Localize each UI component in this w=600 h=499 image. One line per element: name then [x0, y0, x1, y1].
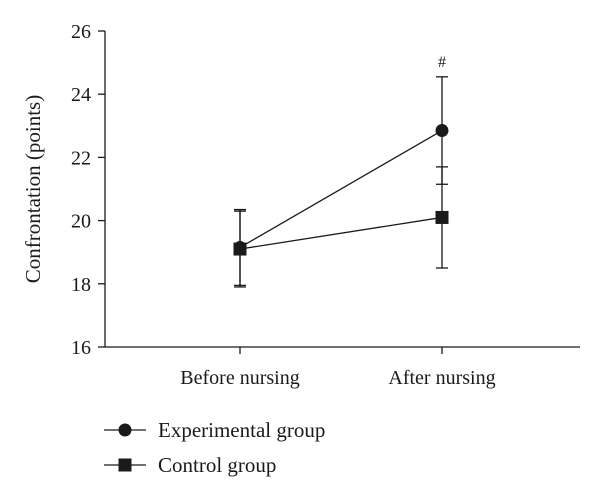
y-tick-label: 18 — [71, 274, 91, 296]
y-tick-label: 24 — [71, 84, 91, 106]
legend-item-experimental-group: Experimental group — [104, 418, 325, 442]
experimental-group-point — [435, 124, 449, 138]
control-group-point — [233, 242, 247, 256]
chart-axes — [104, 31, 580, 348]
plot-area: # — [233, 54, 449, 288]
significance-annotation: # — [438, 54, 446, 71]
legend-item-control-group: Control group — [104, 453, 276, 477]
control-group-line — [239, 216, 443, 250]
y-tick-label: 20 — [71, 211, 91, 233]
legend-label: Experimental group — [158, 418, 325, 442]
legend: Experimental group Control group — [104, 418, 325, 477]
legend-marker — [118, 458, 132, 472]
x-tick-label: Before nursing — [180, 367, 299, 389]
x-ticks: Before nursing After nursing — [180, 347, 496, 389]
experimental-group-line — [239, 129, 443, 249]
y-tick-label: 22 — [71, 147, 91, 169]
x-tick-label: After nursing — [388, 367, 495, 389]
y-axis-label: Confrontation (points) — [21, 95, 45, 283]
control-group-point — [435, 210, 449, 224]
y-ticks: 16 18 20 22 24 26 — [71, 21, 105, 359]
y-tick-label: 16 — [71, 337, 91, 359]
legend-label: Control group — [158, 453, 276, 477]
legend-marker — [118, 423, 132, 437]
y-tick-label: 26 — [71, 21, 91, 43]
